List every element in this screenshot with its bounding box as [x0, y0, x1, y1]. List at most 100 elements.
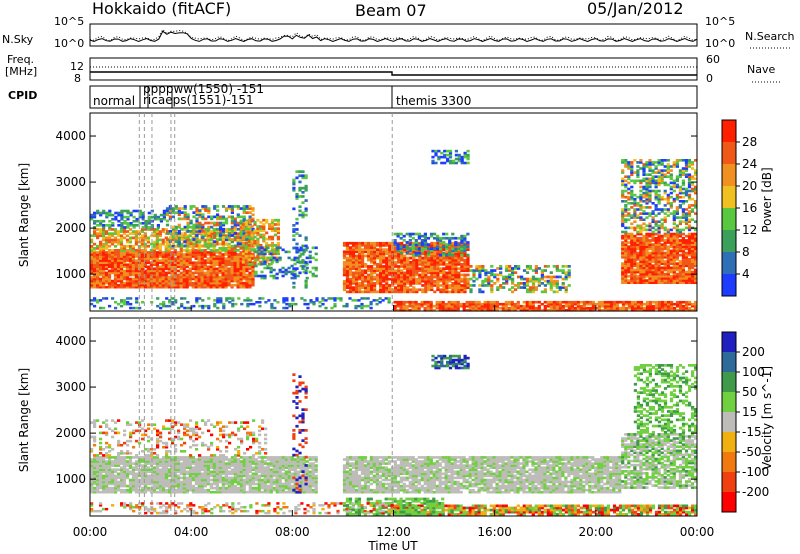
- echo-cell: [253, 248, 257, 251]
- echo-cell: [147, 222, 151, 225]
- echo-cell: [116, 285, 121, 289]
- echo-cell: [555, 304, 559, 308]
- echo-cell: [122, 283, 127, 287]
- echo-cell: [221, 259, 225, 262]
- echo-cell: [666, 249, 670, 253]
- echo-cell: [152, 251, 156, 254]
- echo-cell: [633, 262, 637, 265]
- echo-cell: [250, 239, 254, 243]
- echo-cell: [254, 272, 258, 276]
- echo-cell: [213, 215, 217, 219]
- echo-cell: [411, 253, 415, 257]
- echo-cell: [645, 177, 649, 181]
- echo-cell: [663, 306, 668, 310]
- echo-cell: [367, 275, 371, 279]
- echo-cell: [170, 263, 174, 266]
- echo-cell: [113, 283, 118, 287]
- echo-cell: [185, 251, 189, 254]
- echo-cell: [511, 271, 515, 274]
- echo-cell: [275, 276, 279, 280]
- echo-cell: [612, 302, 617, 306]
- echo-cell: [128, 255, 133, 258]
- echo-cell: [239, 279, 243, 283]
- echo-cell: [633, 159, 637, 162]
- echo-cell: [179, 257, 183, 260]
- echo-cell: [128, 253, 133, 256]
- echo-cell: [543, 269, 547, 272]
- echo-cell: [164, 255, 168, 258]
- echo-cell: [454, 275, 458, 279]
- echo-cell: [445, 258, 449, 262]
- echo-cell: [642, 247, 646, 251]
- echo-cell: [478, 265, 482, 268]
- echo-cell: [122, 230, 127, 233]
- echo-cell: [391, 256, 395, 260]
- echo-cell: [624, 230, 628, 234]
- echo-cell: [379, 244, 383, 247]
- echo-cell: [149, 273, 153, 277]
- echo-cell: [648, 245, 652, 249]
- echo-cell: [107, 236, 112, 240]
- echo-cell: [448, 253, 452, 257]
- echo-cell: [471, 304, 475, 308]
- echo-cell: [676, 304, 680, 308]
- echo-cell: [140, 253, 144, 256]
- echo-cell: [508, 273, 512, 277]
- echo-cell: [429, 234, 434, 238]
- echo-cell: [269, 266, 273, 270]
- echo-cell: [558, 309, 562, 312]
- echo-cell: [126, 211, 130, 215]
- echo-cell: [688, 306, 692, 310]
- echo-cell: [131, 249, 135, 252]
- echo-cell: [168, 217, 172, 221]
- echo-cell: [155, 240, 159, 244]
- echo-cell: [639, 279, 643, 282]
- echo-cell: [201, 299, 205, 302]
- echo-cell: [411, 300, 415, 304]
- echo-cell: [173, 263, 177, 266]
- echo-cell: [147, 217, 151, 221]
- echo-cell: [149, 253, 153, 256]
- echo-cell: [230, 230, 234, 233]
- echo-cell: [104, 251, 109, 254]
- echo-cell: [528, 290, 533, 294]
- echo-cell: [200, 257, 204, 260]
- echo-cell: [373, 258, 377, 262]
- echo-cell: [99, 283, 103, 287]
- echo-cell: [177, 211, 181, 214]
- echo-cell: [430, 277, 434, 281]
- echo-cell: [669, 195, 673, 199]
- echo-cell: [93, 234, 97, 238]
- echo-cell: [239, 269, 243, 273]
- echo-cell: [146, 240, 150, 244]
- echo-cell: [158, 259, 162, 262]
- echo-cell: [99, 267, 103, 271]
- echo-cell: [420, 243, 424, 246]
- echo-cell: [227, 236, 231, 239]
- echo-cell: [116, 255, 121, 258]
- echo-cell: [627, 208, 631, 211]
- echo-cell: [364, 288, 368, 292]
- echo-cell: [543, 279, 547, 283]
- echo-cell: [140, 242, 144, 246]
- echo-cell: [90, 253, 94, 256]
- echo-cell: [445, 271, 449, 275]
- echo-cell: [198, 297, 202, 300]
- echo-cell: [408, 302, 412, 306]
- echo-cell: [242, 207, 246, 210]
- echo-cell: [186, 223, 190, 227]
- echo-cell: [189, 232, 193, 235]
- echo-cell: [537, 282, 541, 285]
- echo-cell: [176, 281, 180, 285]
- echo-cell: [155, 236, 159, 240]
- echo-cell: [379, 275, 383, 279]
- echo-cell: [651, 243, 655, 246]
- echo-cell: [156, 304, 160, 308]
- echo-cell: [630, 260, 634, 263]
- echo-cell: [552, 302, 556, 306]
- echo-cell: [549, 282, 553, 285]
- echo-cell: [161, 238, 165, 242]
- echo-cell: [666, 247, 670, 251]
- echo-cell: [564, 286, 568, 289]
- echo-cell: [140, 283, 144, 287]
